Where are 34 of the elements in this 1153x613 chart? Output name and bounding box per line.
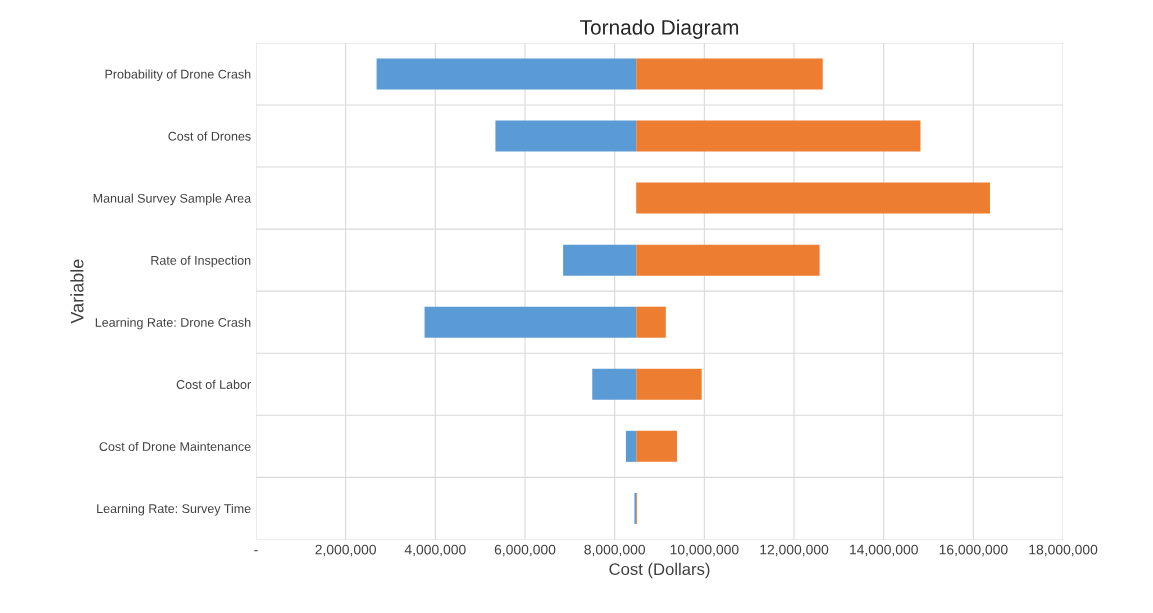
x-tick-label: 2,000,000 bbox=[315, 544, 376, 557]
x-tick-label: 4,000,000 bbox=[404, 544, 466, 557]
chart-title: Tornado Diagram bbox=[580, 19, 739, 39]
bar bbox=[592, 368, 637, 400]
y-tick-label: Rate of Inspection bbox=[151, 255, 251, 268]
x-tick-label: - bbox=[254, 550, 258, 552]
x-tick-label: 18,000,000 bbox=[1029, 544, 1098, 557]
bar bbox=[563, 244, 637, 276]
x-tick-label: 16,000,000 bbox=[939, 544, 1008, 557]
y-axis-title: Variable bbox=[70, 259, 84, 324]
x-tick-label: 10,000,000 bbox=[670, 544, 739, 557]
bar bbox=[636, 182, 990, 214]
bar bbox=[636, 58, 823, 90]
y-tick-label: Learning Rate: Survey Time bbox=[97, 503, 251, 516]
bar bbox=[636, 368, 702, 400]
bar bbox=[636, 430, 677, 462]
y-tick-label: Manual Survey Sample Area bbox=[93, 193, 252, 206]
x-tick-label: 6,000,000 bbox=[494, 544, 556, 557]
x-tick-label: 8,000,000 bbox=[584, 544, 646, 557]
y-tick-label: Cost of Drone Maintenance bbox=[99, 441, 251, 451]
bar bbox=[376, 58, 637, 90]
bar bbox=[636, 120, 921, 152]
y-tick-label: Probability of Drone Crash bbox=[105, 69, 251, 82]
y-tick-label: Learning Rate: Drone Crash bbox=[95, 317, 251, 330]
bar bbox=[636, 244, 820, 276]
y-tick-label: Cost of Labor bbox=[176, 379, 251, 389]
bar bbox=[424, 306, 637, 338]
y-tick-label: Cost of Drones bbox=[168, 131, 251, 141]
x-axis-title: Cost (Dollars) bbox=[609, 562, 710, 579]
x-tick-label: 12,000,000 bbox=[760, 544, 829, 557]
x-tick-label: 14,000,000 bbox=[850, 544, 918, 557]
bar bbox=[625, 430, 637, 462]
bar bbox=[495, 120, 637, 152]
bar bbox=[636, 306, 666, 338]
